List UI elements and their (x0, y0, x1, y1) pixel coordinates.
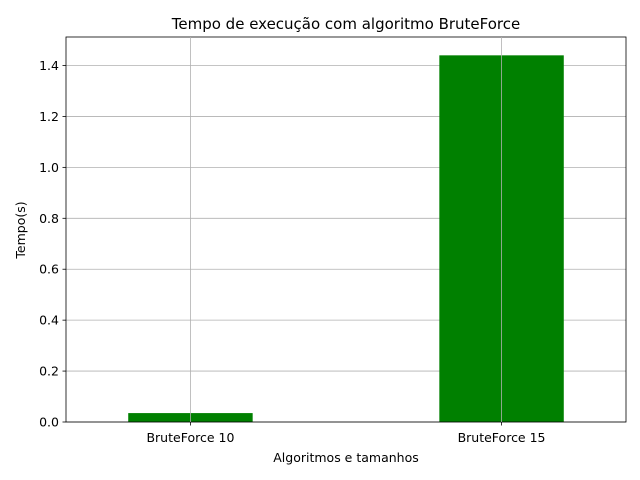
y-tick-label: 1.4 (39, 58, 59, 73)
y-tick-label: 0.4 (39, 313, 59, 328)
y-axis-label: Tempo(s) (13, 201, 28, 259)
y-tick-label: 1.0 (39, 160, 59, 175)
y-tick-label: 0.0 (39, 415, 59, 430)
chart-title: Tempo de execução com algoritmo BruteFor… (171, 15, 520, 33)
x-tick-label: BruteForce 10 (146, 430, 234, 445)
y-tick-label: 0.2 (39, 364, 59, 379)
x-axis-label: Algoritmos e tamanhos (273, 450, 419, 465)
ticks-layer: 0.0 0.2 0.4 0.6 0.8 1.0 1.2 1.4 BruteForce 10 Bru… (39, 37, 546, 445)
x-tick-label: BruteForce 15 (458, 430, 546, 445)
y-tick-label: 0.8 (39, 211, 59, 226)
plot-frame (65, 36, 627, 423)
axes-layer (65, 36, 627, 423)
y-tick-label: 0.6 (39, 262, 59, 277)
y-tick-label: 1.2 (39, 109, 59, 124)
